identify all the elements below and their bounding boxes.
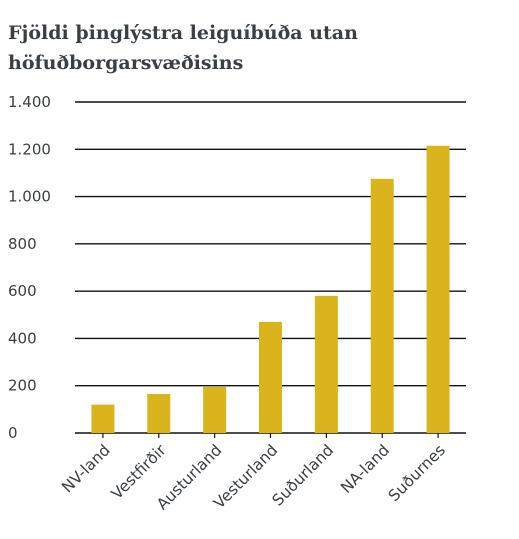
x-axis-tick-labels: NV-landVestfirðirAusturlandVesturlandSuð… [58,433,449,513]
y-tick-label: 400 [8,329,37,347]
y-axis-tick-labels: 0 200 400 600 800 1.000 1.200 1.400 [8,93,51,442]
y-tick-label: 600 [8,282,37,300]
bars [91,145,450,433]
y-tick-label: 1.000 [8,188,51,206]
x-tick-label: NA-land [337,441,393,497]
x-tick-label: Suðurnes [385,441,449,505]
y-tick-label: 200 [8,377,37,395]
bar [147,393,171,433]
bar [91,404,115,433]
gridlines [75,101,466,434]
y-tick-label: 1.400 [8,93,51,111]
bar [203,386,227,433]
chart-title: Fjöldi þinglýstra leiguíbúða utan höfuðb… [8,22,358,74]
y-tick-label: 1.200 [8,140,51,158]
y-tick-label: 800 [8,235,37,253]
bar [370,178,394,433]
x-tick-label: Suðurland [269,441,337,509]
y-tick-label: 0 [8,424,18,442]
bar [426,145,450,433]
bar [259,321,282,433]
x-tick-label: NV-land [58,441,113,496]
bar [314,295,338,433]
